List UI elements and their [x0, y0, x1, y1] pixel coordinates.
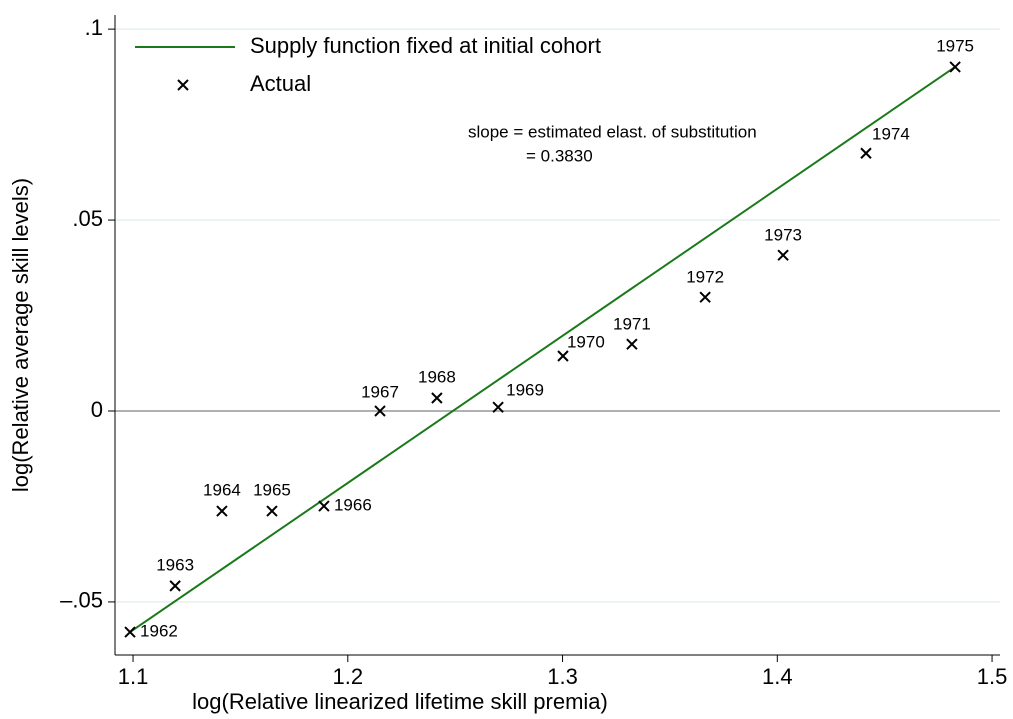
point-label: 1972	[686, 268, 724, 287]
point	[318, 500, 330, 512]
point	[169, 580, 181, 592]
point	[492, 401, 504, 413]
legend-marker	[177, 79, 189, 91]
point	[216, 505, 228, 517]
x-tick-label: 1.5	[977, 664, 1008, 689]
point	[266, 505, 278, 517]
point-label: 1973	[764, 226, 802, 245]
point	[557, 350, 569, 362]
point	[949, 61, 961, 73]
point	[699, 291, 711, 303]
point	[431, 392, 443, 404]
point-label: 1967	[361, 382, 399, 401]
point-label: 1963	[156, 555, 194, 574]
point-label: 1970	[567, 332, 605, 351]
point-label: 1968	[418, 367, 456, 386]
point-label: 1962	[140, 622, 178, 641]
point-label: 1966	[334, 496, 372, 515]
point	[860, 147, 872, 159]
y-tick-label: .05	[72, 206, 103, 231]
point	[626, 338, 638, 350]
legend-label: Supply function fixed at initial cohort	[250, 33, 601, 58]
x-tick-label: 1.4	[762, 664, 793, 689]
legend-label: Actual	[250, 71, 311, 96]
point	[124, 626, 136, 638]
point-label: 1974	[872, 125, 910, 144]
x-tick-label: 1.1	[118, 664, 149, 689]
x-tick-label: 1.2	[332, 664, 363, 689]
y-tick-label: .1	[85, 15, 103, 40]
y-tick-label: –.05	[60, 588, 103, 613]
point	[374, 405, 386, 417]
annotation: = 0.3830	[526, 146, 593, 165]
point-label: 1971	[613, 315, 651, 334]
point-label: 1975	[936, 36, 974, 55]
point	[777, 249, 789, 261]
point-label: 1965	[253, 481, 291, 500]
fit-line	[129, 66, 956, 633]
y-tick-label: 0	[91, 397, 103, 422]
x-axis-label: log(Relative linearized lifetime skill p…	[192, 689, 608, 714]
y-axis-label: log(Relative average skill levels)	[8, 178, 33, 492]
x-tick-label: 1.3	[547, 664, 578, 689]
annotation: slope = estimated elast. of substitution	[468, 122, 757, 141]
point-label: 1964	[203, 481, 241, 500]
point-label: 1969	[506, 381, 544, 400]
